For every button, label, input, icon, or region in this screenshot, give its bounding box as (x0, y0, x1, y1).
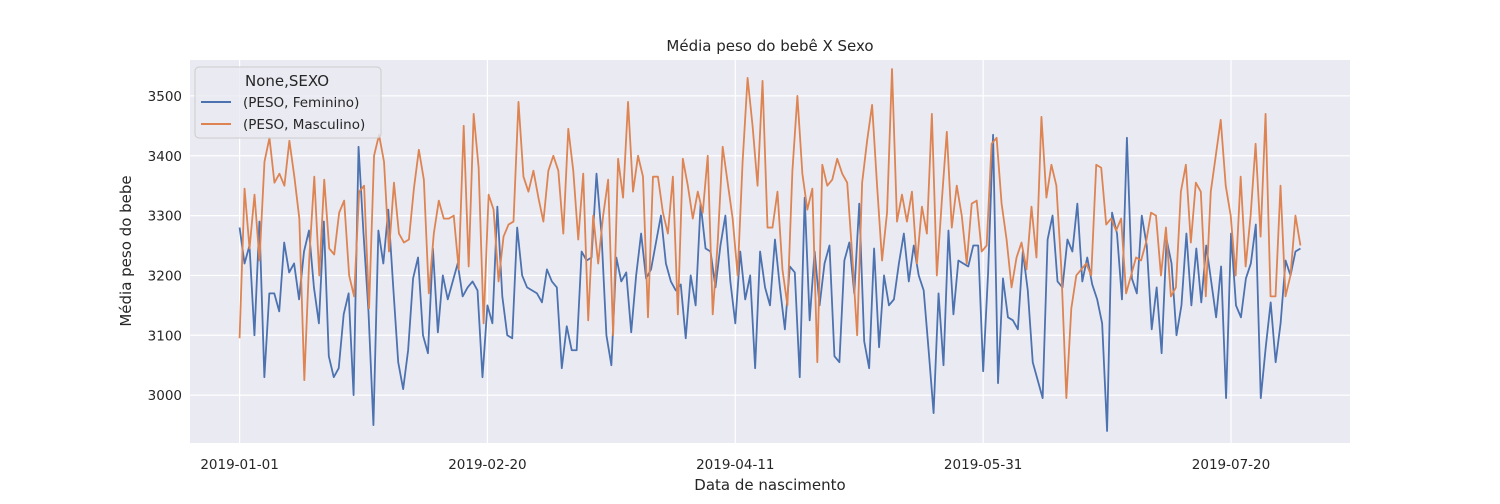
y-tick-label: 3500 (148, 89, 182, 105)
y-tick-label: 3300 (148, 209, 182, 225)
y-tick-label: 3200 (148, 268, 182, 284)
legend: None,SEXO (PESO, Feminino) (PESO, Mascul… (194, 66, 382, 139)
y-tick-label: 3100 (148, 328, 182, 344)
series-line-masculino (238, 68, 1302, 400)
legend-title: None,SEXO (245, 72, 329, 90)
x-tick-label: 2019-01-01 (200, 457, 278, 473)
y-tick-label: 3400 (148, 149, 182, 165)
legend-label-masculino: (PESO, Masculino) (243, 117, 365, 133)
x-tick-label: 2019-04-11 (696, 457, 774, 473)
axis-ticks: 3000 3100 3200 3300 3400 3500 2019-01-01 2019-0… (148, 89, 1271, 473)
y-axis-label: Média peso do bebe (117, 175, 135, 326)
legend-box (194, 66, 382, 139)
x-tick-label: 2019-05-31 (944, 457, 1022, 473)
x-axis-label: Data de nascimento (694, 476, 845, 494)
x-tick-label: 2019-02-20 (448, 457, 526, 473)
x-tick-label: 2019-07-20 (1192, 457, 1270, 473)
y-tick-label: 3000 (148, 388, 182, 404)
series-lines (238, 68, 1302, 432)
legend-label-feminino: (PESO, Feminino) (243, 95, 359, 111)
plot-area (190, 60, 1350, 443)
chart-title: Média peso do bebê X Sexo (666, 37, 873, 55)
